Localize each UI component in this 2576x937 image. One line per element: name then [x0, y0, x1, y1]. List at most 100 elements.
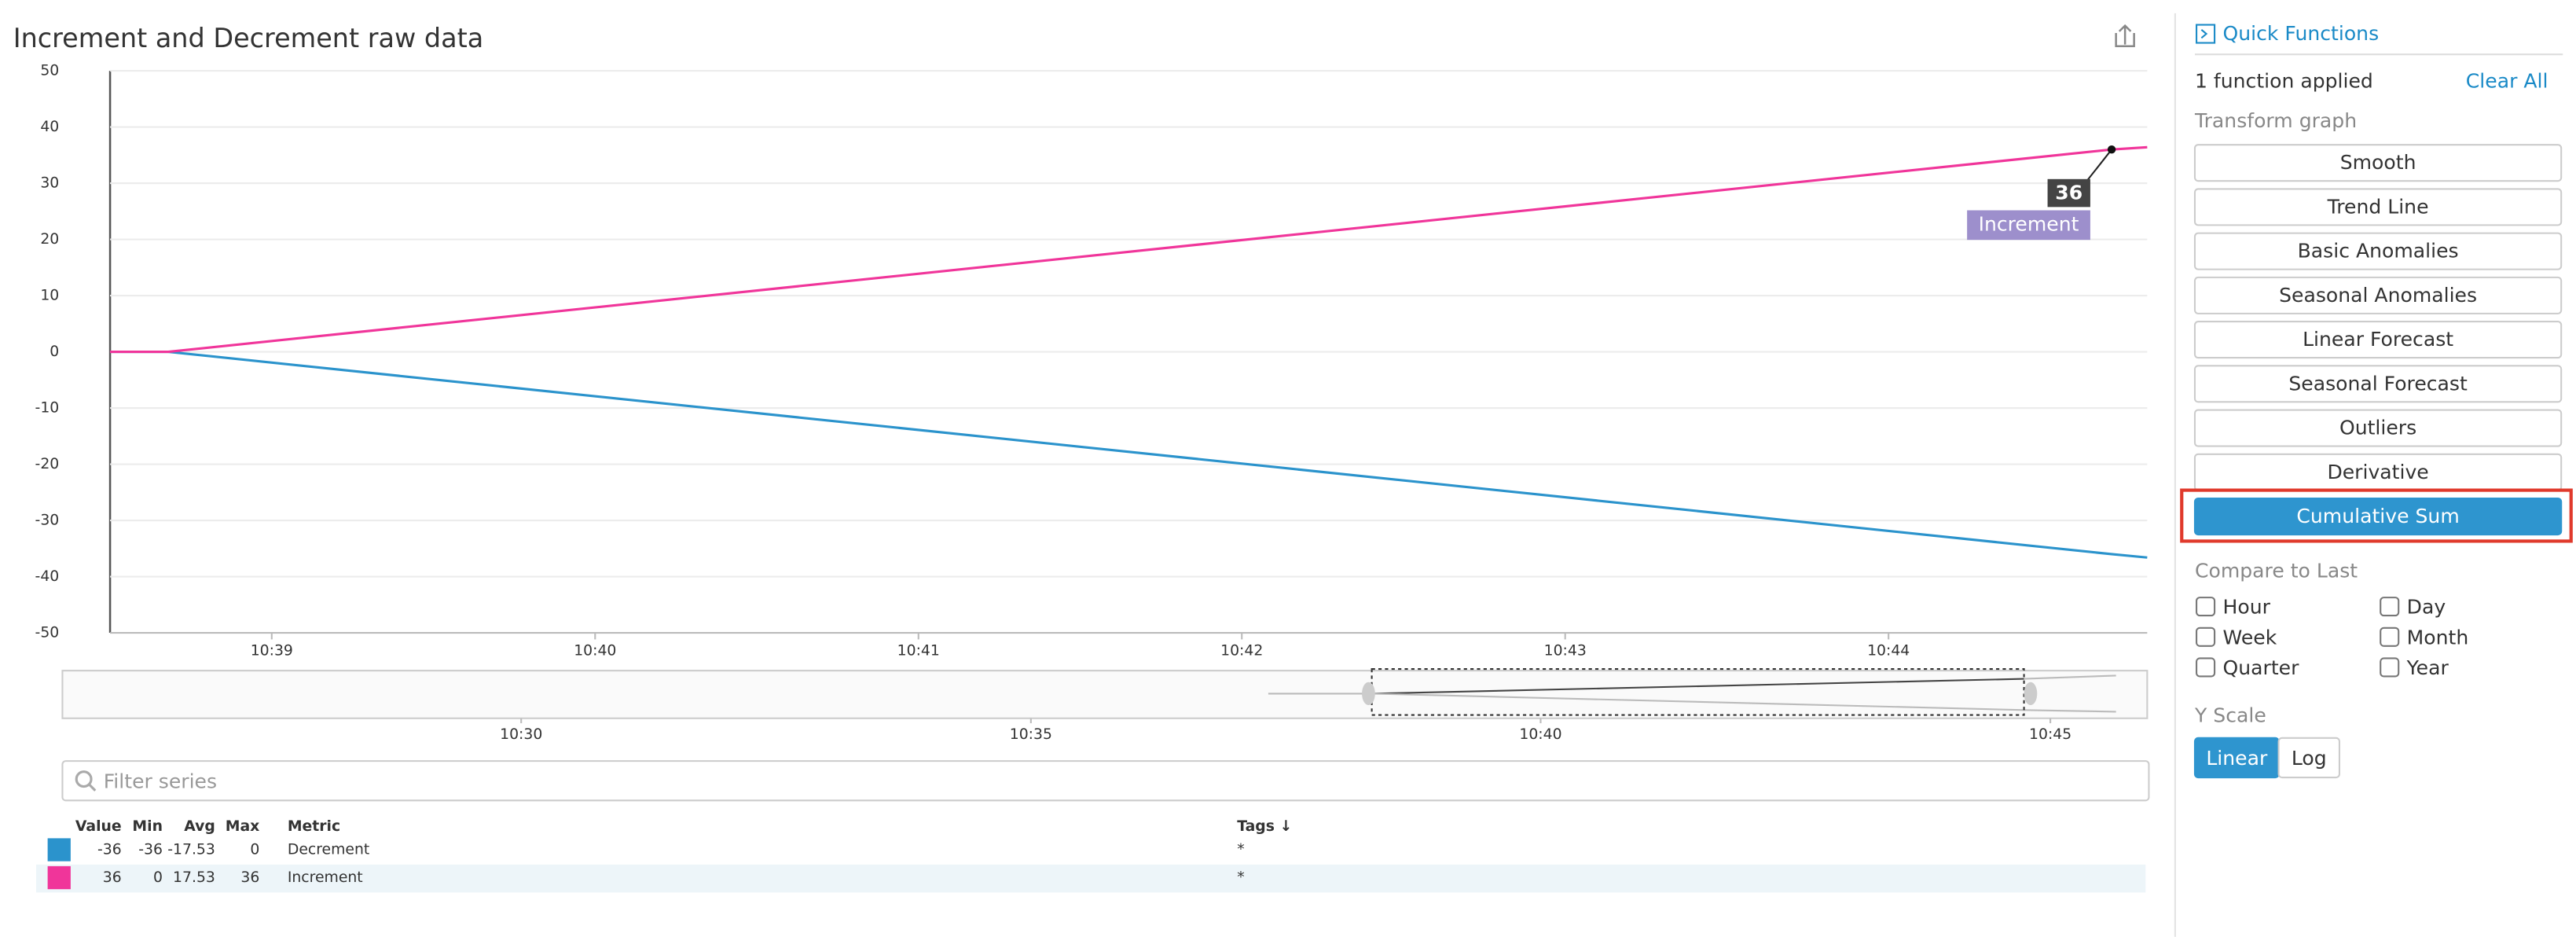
- applied-count: 1 function applied: [2195, 70, 2373, 93]
- function-button[interactable]: [2193, 144, 2563, 182]
- navigator-tick-label: 10:40: [1519, 726, 1561, 743]
- y-tick-label: -30: [35, 513, 60, 529]
- y-tick-label: 30: [40, 175, 59, 192]
- checkbox[interactable]: [2196, 627, 2216, 647]
- chart-title: Increment and Decrement raw data: [13, 23, 484, 53]
- y-tick-label: 40: [40, 119, 59, 135]
- function-button-label: Basic Anomalies: [2298, 240, 2459, 263]
- table-cell: 0: [250, 842, 259, 858]
- x-tick-label: 10:44: [1867, 643, 1910, 660]
- tooltip-name: Increment: [1979, 212, 2079, 235]
- checkbox[interactable]: [2196, 597, 2216, 617]
- y-tick-label: 20: [40, 231, 59, 248]
- series-line: [110, 145, 2148, 354]
- filter-placeholder: Filter series: [104, 770, 217, 792]
- checkbox-label: Week: [2223, 626, 2277, 649]
- y-tick-label: -10: [35, 400, 60, 417]
- y-tick-label: -40: [35, 568, 60, 585]
- function-button[interactable]: [2193, 232, 2563, 270]
- table-cell: 0: [153, 869, 163, 886]
- table-header: Value: [75, 818, 122, 835]
- x-tick-label: 10:40: [574, 643, 616, 660]
- table-header: Avg: [184, 818, 215, 835]
- checkbox[interactable]: [2380, 597, 2400, 617]
- table-cell: Increment: [288, 869, 363, 886]
- x-tick-label: 10:41: [897, 643, 940, 660]
- function-button[interactable]: [2193, 498, 2563, 536]
- checkbox-label: Hour: [2223, 596, 2271, 619]
- search-icon: [75, 770, 93, 788]
- navigator-tick-label: 10:30: [500, 726, 542, 743]
- function-button-label: Smooth: [2340, 151, 2416, 174]
- checkbox-label: Day: [2407, 596, 2446, 619]
- table-cell: 36: [103, 869, 122, 886]
- table-cell: *: [1237, 869, 1244, 886]
- table-header: Metric: [288, 818, 340, 835]
- y-tick-label: -50: [35, 625, 60, 641]
- checkbox-label: Year: [2406, 656, 2449, 679]
- table-header: Tags ↓: [1237, 818, 1292, 835]
- function-button[interactable]: [2193, 276, 2563, 314]
- tooltip-pointer: [2086, 149, 2112, 182]
- checkbox[interactable]: [2380, 627, 2400, 647]
- quick-functions-icon: [2196, 24, 2216, 44]
- function-button-label: Seasonal Forecast: [2288, 372, 2468, 395]
- function-button[interactable]: [2193, 188, 2563, 226]
- function-button[interactable]: [2193, 321, 2563, 359]
- function-button-label: Cumulative Sum: [2296, 505, 2459, 527]
- quick-functions-icon: [2200, 29, 2208, 39]
- checkbox[interactable]: [2196, 657, 2216, 678]
- table-cell: -17.53: [167, 842, 215, 858]
- navigator-handle[interactable]: [1362, 682, 1375, 706]
- section-label: Y Scale: [2194, 704, 2266, 727]
- row-highlight: [35, 864, 2146, 893]
- y-tick-label: -20: [35, 456, 60, 472]
- table-cell: -36: [138, 842, 163, 858]
- tooltip-value: 36: [2055, 182, 2082, 204]
- y-tick-label: 10: [40, 288, 59, 304]
- checkbox[interactable]: [2380, 657, 2400, 678]
- series-swatch[interactable]: [47, 838, 71, 862]
- function-button-label: Outliers: [2339, 417, 2416, 439]
- clear-all[interactable]: Clear All: [2466, 70, 2548, 93]
- y-tick-label: 50: [40, 63, 59, 79]
- function-button[interactable]: [2193, 365, 2563, 403]
- scale-button-label: Log: [2292, 747, 2327, 770]
- table-cell: -36: [97, 842, 122, 858]
- table-header: Min: [132, 818, 163, 835]
- tooltip-value-box: [2047, 178, 2090, 208]
- checkbox-label: Month: [2407, 626, 2469, 649]
- function-button-label: Seasonal Anomalies: [2279, 284, 2477, 307]
- tooltip-name-box: [1967, 210, 2090, 241]
- navigator[interactable]: [61, 670, 2149, 719]
- navigator-line: [1371, 693, 2024, 711]
- scale-button[interactable]: [2277, 737, 2341, 779]
- navigator-line: [1371, 678, 2024, 695]
- table-cell: 17.53: [173, 869, 215, 886]
- series-line: [110, 351, 2148, 559]
- x-tick-label: 10:43: [1544, 643, 1587, 660]
- section-label: Compare to Last: [2195, 560, 2358, 582]
- navigator-tick-label: 10:45: [2029, 726, 2071, 743]
- section-label: Transform graph: [2194, 109, 2357, 132]
- function-button-label: Linear Forecast: [2303, 328, 2453, 351]
- tooltip-dot: [2107, 145, 2116, 154]
- x-tick-label: 10:39: [251, 643, 293, 660]
- navigator-handle[interactable]: [2024, 682, 2038, 706]
- quick-functions-title[interactable]: Quick Functions: [2223, 22, 2380, 45]
- selected-outline: [2180, 488, 2573, 543]
- table-header: Max: [226, 818, 260, 835]
- function-button-label: Trend Line: [2327, 195, 2429, 218]
- y-tick-label: 0: [50, 344, 59, 360]
- navigator-line: [2024, 674, 2116, 680]
- navigator-tick-label: 10:35: [1010, 726, 1052, 743]
- series-swatch[interactable]: [47, 865, 71, 890]
- share-icon[interactable]: [2115, 24, 2135, 47]
- navigator-line: [2024, 709, 2116, 713]
- function-button-label: Derivative: [2327, 461, 2428, 483]
- search-icon: [87, 783, 97, 792]
- function-button[interactable]: [2193, 409, 2563, 447]
- filter-input[interactable]: [61, 760, 2150, 802]
